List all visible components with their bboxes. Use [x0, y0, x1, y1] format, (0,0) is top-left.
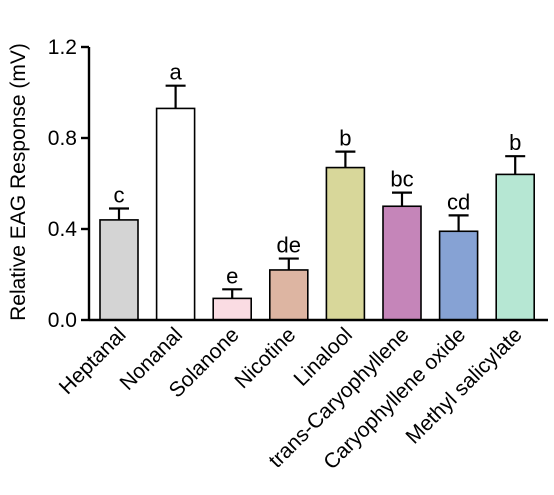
y-axis-title: Relative EAG Response (mV) [7, 43, 30, 321]
y-tick-label: 0.0 [48, 309, 77, 332]
bar [212, 297, 252, 321]
y-tick-label: 0.4 [48, 218, 78, 241]
error-bar [165, 84, 186, 109]
significance-letter: c [114, 183, 125, 208]
error-bar [448, 214, 469, 232]
significance-letter: bc [390, 167, 413, 192]
significance-letter: e [226, 263, 238, 288]
bar [99, 219, 139, 321]
y-axis-title-group: Relative EAG Response (mV) [7, 43, 30, 321]
y-axis-ticks: 0.0 0.4 0.8 1.2 [48, 36, 89, 332]
significance-letters: c a e de b bc cd b [114, 60, 522, 289]
bar [325, 166, 366, 321]
axes [87, 47, 548, 322]
error-bar [505, 155, 526, 175]
x-tick-label: Heptanal [55, 323, 131, 399]
x-tick-label: Nicotine [230, 323, 300, 393]
bar [438, 230, 479, 321]
error-bars [109, 84, 526, 299]
error-bar [109, 207, 129, 220]
error-bar [278, 257, 299, 270]
significance-letter: a [169, 60, 182, 85]
error-bar [392, 191, 412, 207]
y-tick-label: 1.2 [48, 36, 77, 59]
significance-letter: cd [447, 189, 470, 214]
error-bar [335, 150, 356, 168]
significance-letter: de [277, 233, 301, 258]
error-bar [222, 288, 243, 299]
bar [382, 205, 422, 321]
bar [495, 173, 536, 321]
significance-letter: b [339, 126, 351, 151]
y-tick-label: 0.8 [48, 127, 77, 150]
bar [268, 269, 309, 321]
significance-letter: b [509, 130, 521, 155]
category-labels: HeptanalNonanalSolanoneNicotineLinaloolt… [55, 323, 527, 474]
bar [155, 107, 196, 321]
